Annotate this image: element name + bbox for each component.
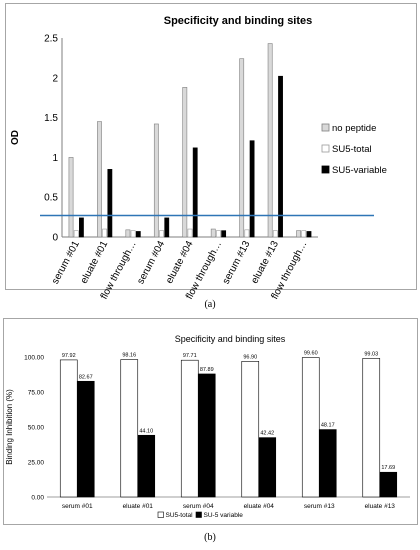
chart-a: Specificity and binding sites OD 0 0.5 1 1.5 2… <box>10 15 387 301</box>
chart-b-data-label: 99.03 <box>364 351 378 357</box>
chart-a-bar-su5-variable <box>135 231 141 238</box>
chart-a-bar-su5-variable <box>221 230 227 238</box>
chart-a-bar-no-peptide <box>68 157 74 238</box>
chart-b-y-axis-label: Binding Inhibition (%) <box>5 389 14 465</box>
chart-b-data-label: 42.42 <box>260 431 274 437</box>
chart-b-x-tick-label: serum #04 <box>183 503 214 510</box>
chart-a-bar-su5-total <box>102 228 108 238</box>
chart-a-bar-no-peptide <box>267 43 273 238</box>
chart-a-legend-swatch <box>321 123 330 132</box>
chart-a-bar-su5-variable <box>79 217 84 238</box>
chart-b-x-tick-label: serum #13 <box>304 503 335 510</box>
chart-b-bar-su5-total <box>180 359 199 498</box>
chart-a-bar-no-peptide <box>296 230 301 238</box>
chart-b-y-tick-label: 50.00 <box>28 425 45 432</box>
chart-a-bar-su5-variable <box>164 217 170 238</box>
chart-a-bar-no-peptide <box>97 121 102 238</box>
chart-b-bar-su5-total <box>241 361 260 498</box>
chart-a-bar-no-peptide <box>125 229 131 238</box>
chart-a-legend-label: SU5-total <box>332 144 372 155</box>
chart-b-data-label: 87.89 <box>200 367 214 373</box>
chart-b-data-label: 96.90 <box>243 354 257 360</box>
chart-b-data-label: 17.69 <box>381 465 395 471</box>
chart-a-bar-su5-variable <box>278 75 283 238</box>
chart-b-caption: (b) <box>204 532 216 543</box>
chart-b-title: Specificity and binding sites <box>175 334 286 344</box>
chart-a-bar-no-peptide <box>182 87 188 238</box>
chart-b-data-label: 99.60 <box>304 351 318 357</box>
chart-b-x-tick-label: eluate #04 <box>244 503 275 510</box>
chart-b-bar-su-5-variable <box>258 437 277 498</box>
chart-a-bar-su5-variable <box>249 140 255 238</box>
chart-b-bar-su-5-variable <box>197 373 216 498</box>
chart-b-legend-label: SU-5 variable <box>204 512 244 519</box>
chart-b-bar-su5-total <box>59 359 78 498</box>
chart-a-bar-su5-variable <box>107 169 113 238</box>
chart-b-legend-swatch <box>157 511 164 518</box>
chart-a-legend-label: no peptide <box>332 123 376 134</box>
chart-a-bar-no-peptide <box>210 228 216 238</box>
chart-a-bar-su5-total <box>187 228 193 238</box>
chart-a-bar-su5-total <box>216 230 221 238</box>
chart-a-legend-swatch <box>321 165 330 174</box>
chart-b-data-label: 48.17 <box>321 423 335 429</box>
chart-a-bar-su5-total <box>130 230 136 238</box>
chart-a-y-tick-label: 0.5 <box>44 193 58 204</box>
chart-a-bar-su5-variable <box>192 147 198 238</box>
chart-a-bar-no-peptide <box>239 58 245 238</box>
chart-a-y-tick-label: 2 <box>52 73 58 84</box>
chart-b-data-label: 98.16 <box>122 353 136 359</box>
chart-a-y-axis-label: OD <box>10 130 21 145</box>
chart-b-bar-su-5-variable <box>137 434 156 498</box>
chart-b: Specificity and binding sites Binding Inh… <box>5 334 410 519</box>
chart-a-bar-su5-total <box>244 229 250 238</box>
chart-a-title: Specificity and binding sites <box>164 15 313 27</box>
chart-a-caption: (a) <box>204 299 216 310</box>
chart-b-y-tick-label: 100.00 <box>24 355 44 362</box>
chart-a-y-tick-label: 0 <box>52 233 58 244</box>
chart-a-y-tick-label: 1.5 <box>44 113 58 124</box>
chart-b-bar-su5-total <box>301 357 320 498</box>
chart-b-bar-su-5-variable <box>76 380 95 498</box>
chart-b-y-tick-label: 75.00 <box>28 390 45 397</box>
chart-b-x-tick-label: eluate #13 <box>365 503 396 510</box>
chart-b-data-label: 97.71 <box>183 353 197 359</box>
chart-a-legend-swatch <box>321 144 330 153</box>
chart-a-bar-su5-total <box>272 230 278 238</box>
chart-a-bar-su5-total <box>301 230 307 238</box>
chart-b-bar-su-5-variable <box>318 429 337 498</box>
chart-b-bar-su-5-variable <box>379 471 398 498</box>
chart-a-frame <box>5 3 417 290</box>
chart-a-bar-su5-total <box>159 230 164 238</box>
chart-a-y-tick-label: 2.5 <box>44 34 58 45</box>
chart-b-data-label: 44.10 <box>139 428 153 434</box>
chart-b-bar-su5-total <box>120 359 139 498</box>
chart-a-bar-su5-variable <box>306 231 312 238</box>
chart-b-y-tick-label: 0.00 <box>31 495 44 502</box>
chart-a-y-tick-label: 1 <box>52 153 58 164</box>
chart-a-legend-label: SU5-variable <box>332 165 387 176</box>
chart-b-bar-su5-total <box>362 358 381 498</box>
chart-b-y-tick-label: 25.00 <box>28 460 45 467</box>
chart-a-bar-no-peptide <box>153 123 159 238</box>
chart-b-legend-label: SU5-total <box>166 512 194 519</box>
chart-b-data-label: 97.92 <box>62 353 76 359</box>
chart-b-data-label: 82.67 <box>79 374 93 380</box>
chart-a-bar-su5-total <box>73 230 79 238</box>
chart-b-x-tick-label: eluate #01 <box>123 503 154 510</box>
chart-b-legend-swatch <box>195 511 202 518</box>
chart-b-x-tick-label: serum #01 <box>62 503 93 510</box>
